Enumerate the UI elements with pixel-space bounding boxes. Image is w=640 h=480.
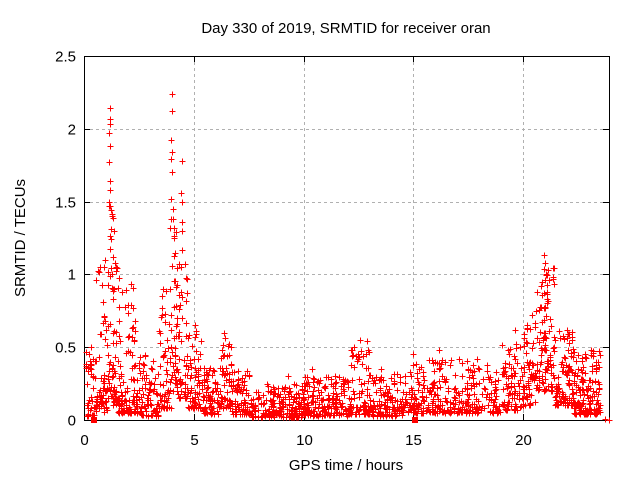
square-marker	[412, 417, 418, 423]
y-tick-label: 0	[68, 413, 76, 430]
x-tick-label: 10	[296, 432, 313, 449]
x-tick-label: 15	[405, 432, 422, 449]
x-axis-label: GPS time / hours	[289, 457, 403, 474]
y-tick-label: 1	[68, 267, 76, 284]
plot-border	[84, 56, 610, 421]
y-tick-label: 1.5	[55, 195, 76, 212]
tick-labels: 0 5 10 15 20 0 0.5 1 1.5 2 2.5	[55, 49, 532, 450]
x-tick-label: 5	[190, 432, 198, 449]
y-tick-label: 2.5	[55, 49, 76, 66]
y-tick-label: 0.5	[55, 340, 76, 357]
y-axis-label: SRMTID / TECUs	[12, 179, 29, 297]
chart-title: Day 330 of 2019, SRMTID for receiver ora…	[201, 20, 490, 37]
axis-text: Day 330 of 2019, SRMTID for receiver ora…	[12, 20, 491, 474]
square-marker	[91, 417, 97, 423]
x-tick-label: 20	[515, 432, 532, 449]
plus-marker-series	[83, 91, 613, 424]
x-tick-label: 0	[80, 432, 88, 449]
y-tick-label: 2	[68, 122, 76, 139]
data-points	[83, 91, 613, 424]
